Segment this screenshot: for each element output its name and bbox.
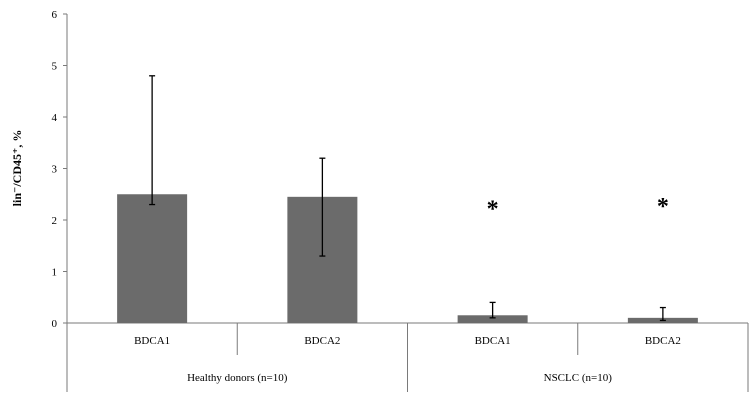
group-label: NSCLC (n=10) <box>544 372 613 384</box>
significance-asterisk: * <box>487 197 499 223</box>
annotations: * * <box>487 194 669 223</box>
category-labels: BDCA1 BDCA2 BDCA1 BDCA2 Healthy donors (n=10… <box>134 335 681 384</box>
y-axis-title: lin⁻/CD45⁺, % <box>10 130 24 207</box>
y-tick-label: 2 <box>52 215 58 227</box>
y-tick-label: 6 <box>52 9 58 21</box>
error-bars <box>149 75 666 322</box>
significance-asterisk: * <box>657 194 669 220</box>
y-tick-label: 3 <box>52 164 58 176</box>
y-tick-label: 1 <box>52 267 58 279</box>
category-label: BDCA2 <box>645 335 681 347</box>
category-label: BDCA1 <box>134 335 170 347</box>
y-tick-label: 5 <box>52 61 58 73</box>
y-tick-label: 4 <box>52 112 58 124</box>
category-label: BDCA2 <box>304 335 340 347</box>
bar <box>457 315 528 323</box>
group-label: Healthy donors (n=10) <box>187 372 288 384</box>
y-tick-label: 0 <box>52 318 58 330</box>
bars <box>117 194 698 323</box>
category-label: BDCA1 <box>475 335 511 347</box>
bar <box>117 194 188 323</box>
